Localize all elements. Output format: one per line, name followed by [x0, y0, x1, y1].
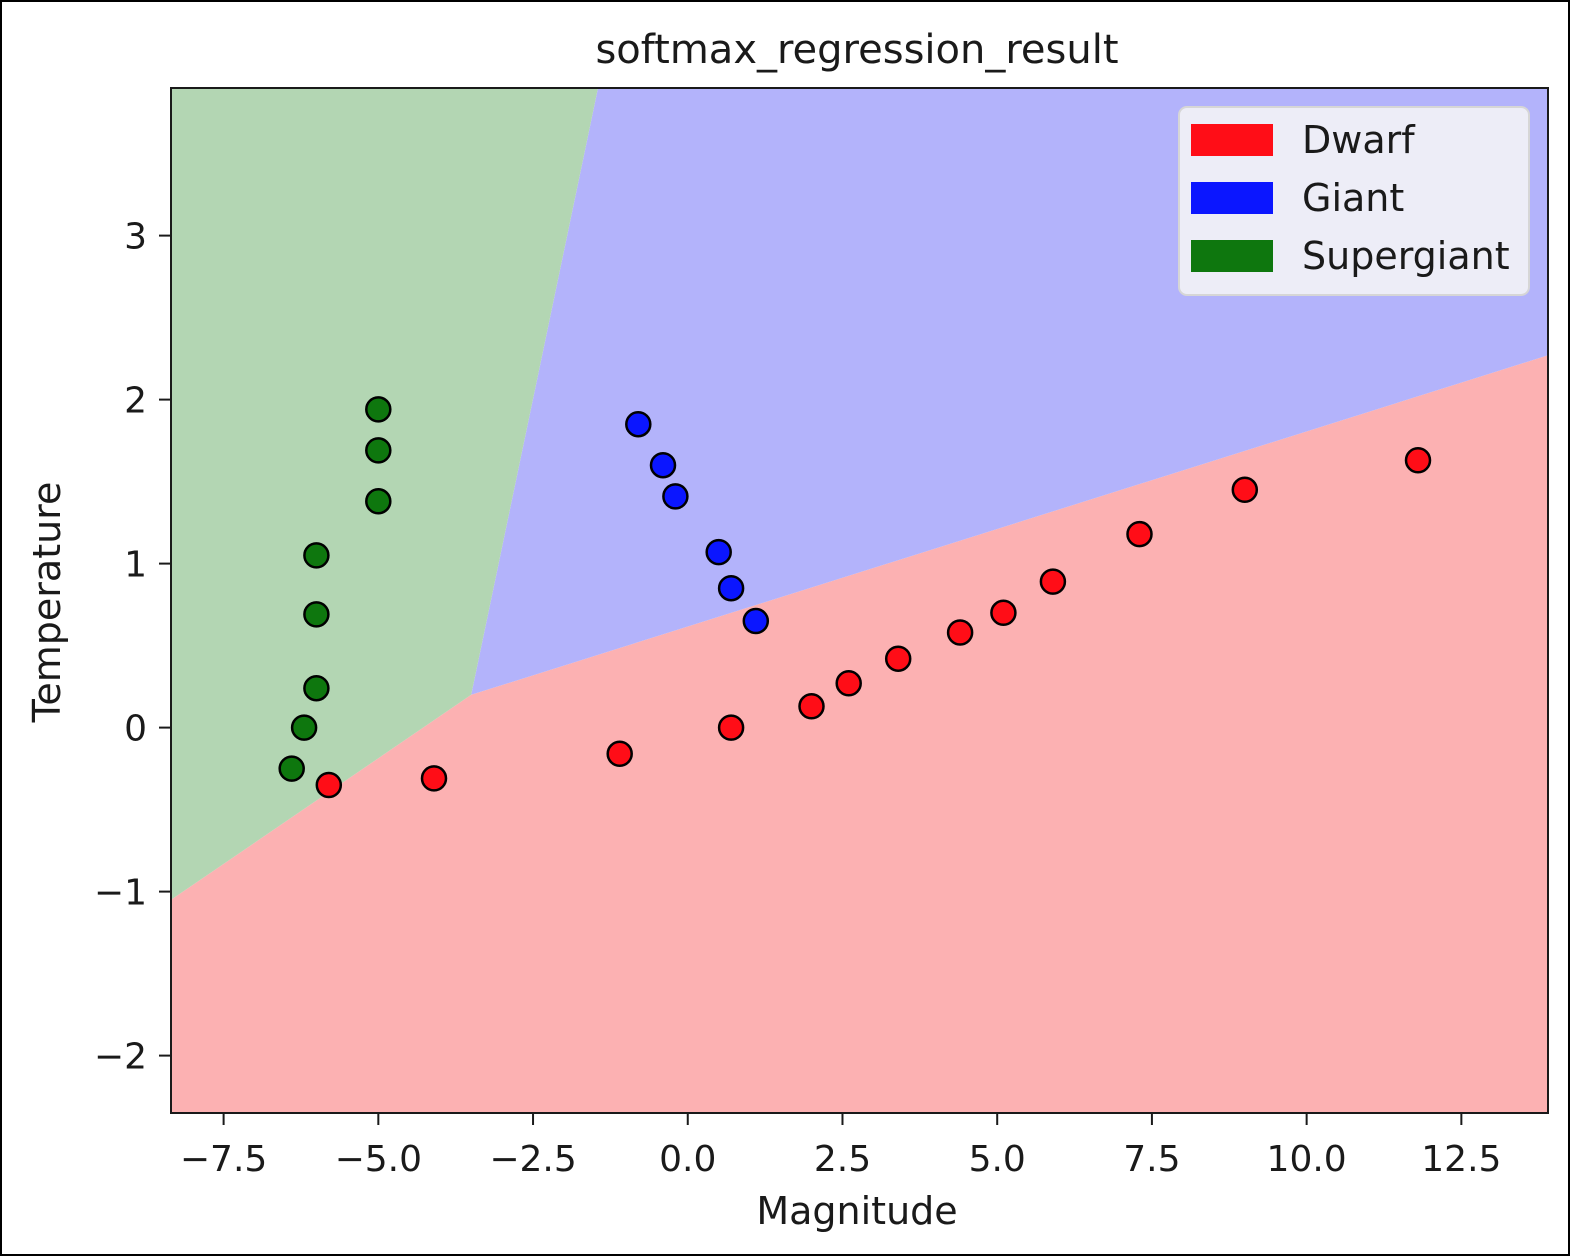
- legend-items: Dwarf Giant Supergiant: [1191, 118, 1510, 278]
- legend-swatch-supergiant: [1191, 240, 1273, 272]
- point-dwarf: [798, 693, 825, 720]
- legend-swatch-dwarf: [1191, 124, 1273, 156]
- x-axis-label: Magnitude: [756, 1189, 957, 1233]
- x-tick-label: −5.0: [335, 1139, 422, 1180]
- point-giant: [662, 483, 689, 510]
- y-axis-label: Temperature: [25, 482, 69, 724]
- point-dwarf: [990, 599, 1017, 627]
- point-giant: [717, 574, 745, 602]
- point-supergiant: [303, 542, 330, 569]
- point-supergiant: [303, 674, 330, 702]
- x-tick-label: −2.5: [489, 1139, 576, 1180]
- chart-title: softmax_regression_result: [595, 27, 1118, 73]
- point-supergiant: [290, 714, 318, 741]
- x-tick-label: −7.5: [180, 1139, 267, 1180]
- legend-swatch-giant: [1191, 182, 1273, 214]
- x-tick-label: 10.0: [1267, 1139, 1347, 1180]
- point-giant: [649, 451, 677, 479]
- point-supergiant: [365, 437, 392, 464]
- point-giant: [705, 538, 732, 566]
- point-dwarf: [606, 740, 633, 768]
- point-dwarf: [835, 670, 862, 697]
- legend-label-giant: Giant: [1302, 176, 1404, 220]
- point-dwarf: [1404, 447, 1432, 474]
- y-axis-ticks: −2 −1 0 1 2 3: [94, 217, 171, 1078]
- point-dwarf: [1126, 520, 1153, 548]
- point-supergiant: [278, 755, 305, 782]
- point-dwarf: [884, 645, 912, 672]
- point-supergiant: [303, 601, 330, 628]
- point-giant: [742, 607, 770, 635]
- legend-label-dwarf: Dwarf: [1302, 118, 1416, 162]
- x-tick-label: 12.5: [1421, 1139, 1501, 1180]
- point-supergiant: [365, 396, 392, 423]
- x-axis-ticks: −7.5 −5.0 −2.5 0.0 2.5 5.0 7.5 10.0 12.5: [180, 1113, 1501, 1180]
- x-tick-label: 0.0: [659, 1139, 716, 1180]
- legend-label-supergiant: Supergiant: [1302, 234, 1510, 278]
- x-tick-label: 5.0: [969, 1139, 1026, 1180]
- point-dwarf: [717, 714, 745, 741]
- point-giant: [625, 410, 652, 438]
- y-tick-label: 2: [124, 381, 147, 422]
- y-tick-label: 3: [124, 217, 147, 258]
- point-dwarf: [420, 765, 448, 792]
- y-tick-label: −2: [94, 1037, 147, 1078]
- point-dwarf: [1039, 568, 1067, 595]
- plot-frame: [170, 87, 1549, 1114]
- point-dwarf: [946, 619, 974, 646]
- point-supergiant: [365, 488, 392, 515]
- point-dwarf: [315, 771, 343, 799]
- data-points: [278, 396, 1432, 799]
- y-tick-label: 1: [124, 545, 147, 586]
- x-tick-label: 2.5: [814, 1139, 871, 1180]
- point-dwarf: [1231, 476, 1259, 504]
- y-tick-label: −1: [94, 873, 147, 914]
- region-dwarf: [171, 355, 1548, 1113]
- legend: Dwarf Giant Supergiant: [1178, 106, 1530, 296]
- x-tick-label: 7.5: [1123, 1139, 1180, 1180]
- y-tick-label: 0: [124, 709, 147, 750]
